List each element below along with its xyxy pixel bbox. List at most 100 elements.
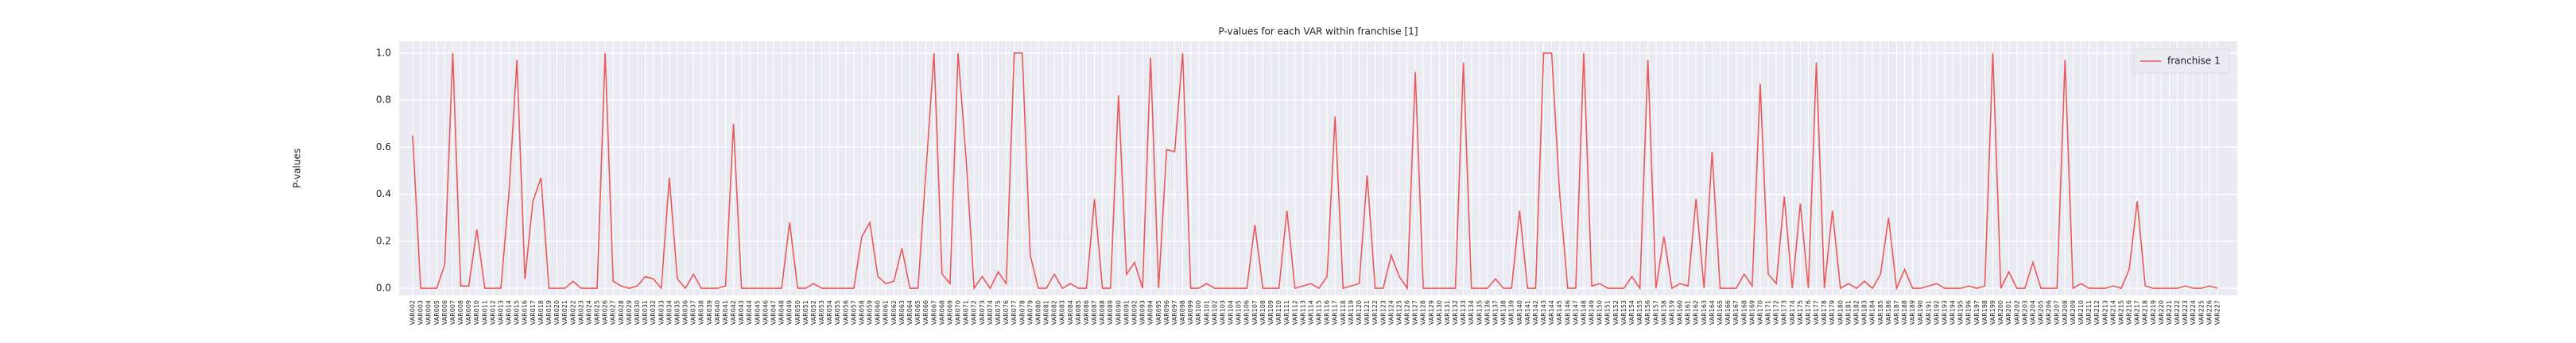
x-tick-label: VAR092 <box>1131 300 1139 325</box>
x-tick-label: VAR163 <box>1701 300 1708 325</box>
x-tick-label: VAR208 <box>2062 300 2069 325</box>
x-tick-label: VAR071 <box>963 300 970 325</box>
x-tick-label: VAR076 <box>1003 300 1010 325</box>
x-tick-label: VAR125 <box>1395 300 1402 325</box>
x-tick-label: VAR031 <box>642 300 649 325</box>
legend-label: franchise 1 <box>2167 56 2221 67</box>
x-tick-label: VAR135 <box>1476 300 1483 325</box>
x-tick-label: VAR206 <box>2046 300 2053 325</box>
x-tick-label: VAR118 <box>1340 300 1347 325</box>
x-tick-label: VAR009 <box>465 300 472 325</box>
x-tick-label: VAR026 <box>602 300 609 325</box>
x-tick-label: VAR065 <box>914 300 921 325</box>
x-tick-label: VAR151 <box>1604 300 1612 325</box>
x-tick-label: VAR095 <box>1155 300 1162 325</box>
x-tick-label: VAR052 <box>810 300 817 325</box>
x-tick-label: VAR213 <box>2101 300 2109 325</box>
x-tick-label: VAR124 <box>1387 300 1395 325</box>
x-tick-label: VAR104 <box>1228 300 1235 325</box>
x-tick-label: VAR084 <box>1067 300 1074 325</box>
x-tick-label: VAR169 <box>1748 300 1755 325</box>
x-tick-label: VAR227 <box>2214 300 2221 325</box>
x-tick-label: VAR038 <box>698 300 705 325</box>
x-tick-label: VAR167 <box>1732 300 1740 325</box>
x-tick-label: VAR029 <box>626 300 633 325</box>
x-tick-label: VAR025 <box>594 300 601 325</box>
x-tick-label: VAR114 <box>1307 300 1314 325</box>
x-tick-label: VAR137 <box>1492 300 1499 325</box>
x-tick-label: VAR081 <box>1043 300 1050 325</box>
x-tick-label: VAR170 <box>1756 300 1763 325</box>
x-tick-label: VAR175 <box>1797 300 1804 325</box>
x-tick-label: VAR152 <box>1612 300 1620 325</box>
x-tick-label: VAR182 <box>1853 300 1860 325</box>
x-tick-label: VAR146 <box>1564 300 1571 325</box>
x-tick-label: VAR111 <box>1283 300 1290 325</box>
x-tick-label: VAR204 <box>2029 300 2036 325</box>
y-tick-label: 0.8 <box>376 94 391 106</box>
x-tick-label: VAR156 <box>1644 300 1651 325</box>
x-tick-label: VAR021 <box>561 300 568 325</box>
x-tick-label: VAR226 <box>2206 300 2213 325</box>
y-tick-label: 0.2 <box>376 235 391 246</box>
x-tick-label: VAR064 <box>906 300 914 325</box>
x-tick-label: VAR062 <box>890 300 898 325</box>
x-tick-label: VAR080 <box>1034 300 1042 325</box>
x-tick-label: VAR140 <box>1516 300 1523 325</box>
x-tick-label: VAR192 <box>1933 300 1940 325</box>
x-tick-label: VAR027 <box>610 300 617 325</box>
x-tick-label: VAR007 <box>449 300 456 325</box>
y-tick-label: 0.6 <box>376 141 391 152</box>
x-tick-label: VAR041 <box>722 300 729 325</box>
x-tick-label: VAR109 <box>1267 300 1274 325</box>
x-tick-label: VAR154 <box>1628 300 1635 325</box>
x-tick-label: VAR061 <box>883 300 890 325</box>
x-tick-label: VAR083 <box>1059 300 1066 325</box>
x-tick-label: VAR223 <box>2182 300 2189 325</box>
x-tick-label: VAR067 <box>930 300 937 325</box>
x-tick-label: VAR179 <box>1829 300 1836 325</box>
x-tick-label: VAR120 <box>1356 300 1363 325</box>
x-tick-label: VAR016 <box>522 300 529 325</box>
x-tick-label: VAR086 <box>1083 300 1090 325</box>
x-tick-label: VAR131 <box>1444 300 1451 325</box>
x-tick-label: VAR003 <box>417 300 425 325</box>
x-tick-label: VAR023 <box>577 300 584 325</box>
x-tick-label: VAR098 <box>1179 300 1186 325</box>
x-tick-label: VAR103 <box>1219 300 1226 325</box>
x-tick-label: VAR173 <box>1781 300 1788 325</box>
x-tick-label: VAR044 <box>746 300 753 325</box>
x-tick-label: VAR050 <box>794 300 801 325</box>
x-tick-label: VAR144 <box>1548 300 1555 325</box>
x-tick-label: VAR217 <box>2134 300 2141 325</box>
x-tick-label: VAR002 <box>409 300 417 325</box>
x-tick-label: VAR164 <box>1709 300 1716 325</box>
x-tick-label: VAR017 <box>530 300 537 325</box>
x-tick-label: VAR107 <box>1251 300 1259 325</box>
x-tick-label: VAR051 <box>802 300 809 325</box>
x-tick-label: VAR159 <box>1668 300 1675 325</box>
x-tick-label: VAR059 <box>867 300 874 325</box>
x-tick-label: VAR166 <box>1724 300 1732 325</box>
x-tick-label: VAR222 <box>2174 300 2181 325</box>
chart-title: P-values for each VAR within franchise [… <box>1218 26 1418 37</box>
x-tick-label: VAR018 <box>537 300 545 325</box>
x-tick-label: VAR056 <box>842 300 849 325</box>
x-tick-label: VAR054 <box>826 300 833 325</box>
x-tick-label: VAR180 <box>1837 300 1844 325</box>
x-tick-label: VAR171 <box>1765 300 1772 325</box>
x-tick-label: VAR122 <box>1371 300 1379 325</box>
x-tick-label: VAR158 <box>1660 300 1667 325</box>
x-tick-label: VAR043 <box>738 300 745 325</box>
x-tick-label: VAR096 <box>1163 300 1170 325</box>
x-tick-label: VAR032 <box>650 300 657 325</box>
y-tick-label: 1.0 <box>376 47 391 58</box>
x-tick-label: VAR088 <box>1099 300 1106 325</box>
x-tick-label: VAR073 <box>979 300 986 325</box>
x-tick-label: VAR115 <box>1316 300 1323 325</box>
x-tick-label: VAR200 <box>1997 300 2004 325</box>
x-tick-label: VAR133 <box>1460 300 1467 325</box>
x-tick-label: VAR119 <box>1348 300 1355 325</box>
x-tick-label: VAR145 <box>1556 300 1563 325</box>
x-tick-label: VAR037 <box>690 300 697 325</box>
